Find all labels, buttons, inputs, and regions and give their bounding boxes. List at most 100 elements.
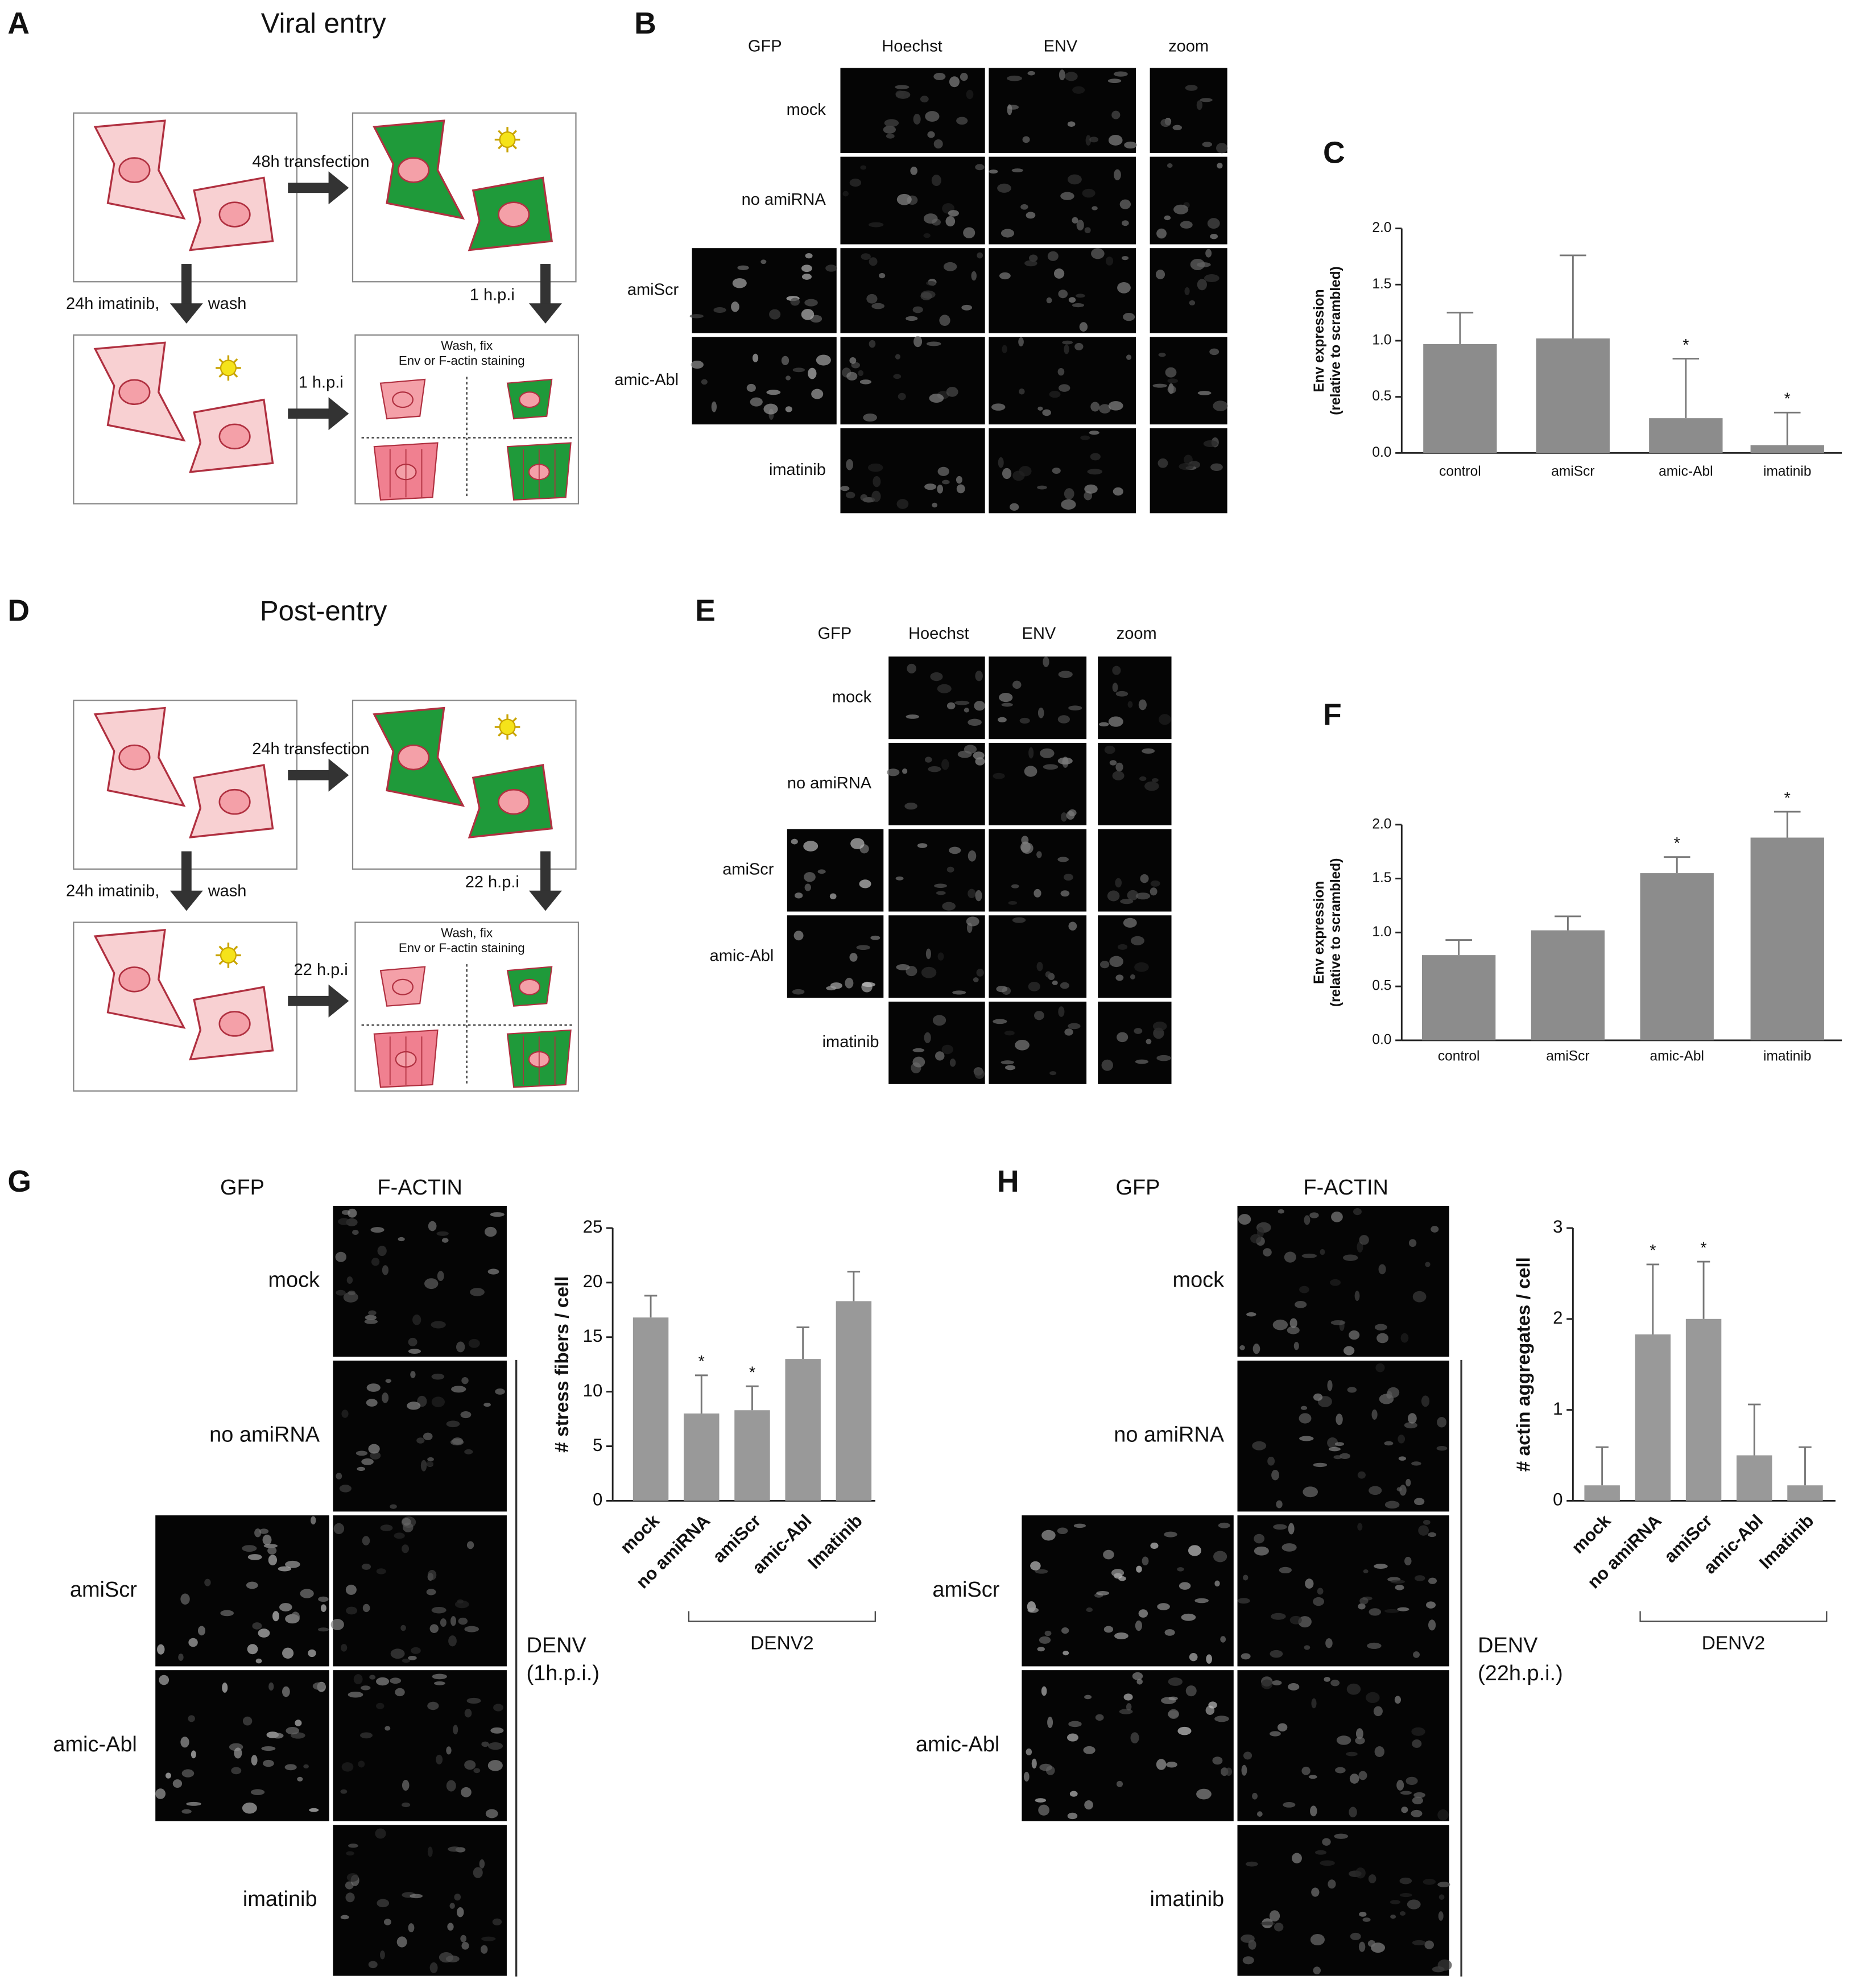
nucleus [397, 744, 430, 771]
micrograph-texture [1059, 69, 1065, 81]
nucleus [519, 978, 541, 995]
micrograph-texture [1398, 1435, 1405, 1444]
micrograph-texture [1058, 1006, 1065, 1017]
micrograph-texture [932, 1015, 946, 1026]
virus [220, 359, 237, 377]
micrograph-texture [1028, 981, 1040, 991]
micrograph-texture [1358, 1771, 1367, 1780]
micrograph-texture [1437, 1959, 1452, 1971]
micrograph-texture [449, 1903, 455, 1909]
micrograph-texture [871, 303, 885, 309]
micrograph-texture [769, 309, 781, 320]
micrograph-texture [1412, 1940, 1426, 1945]
micrograph-texture [930, 672, 943, 681]
micrograph-texture [975, 164, 985, 171]
micrograph-texture [963, 227, 975, 239]
micrograph-texture [871, 490, 881, 502]
micrograph-texture [1412, 1291, 1427, 1303]
label: amic-Abl [710, 947, 774, 965]
micrograph-texture [1200, 98, 1213, 102]
micrograph-texture [1116, 1780, 1123, 1787]
micrograph-texture [346, 1606, 358, 1615]
micrograph-texture [1423, 1519, 1431, 1525]
label: G [7, 1165, 31, 1198]
micrograph-texture [1085, 135, 1092, 146]
micrograph-texture [859, 879, 871, 888]
label: 22 h.p.i [465, 873, 519, 891]
micrograph-texture [261, 1746, 276, 1751]
error-bar [1799, 1446, 1812, 1486]
micrograph-texture [390, 1677, 402, 1684]
micrograph-texture [246, 1581, 258, 1589]
micrograph-texture [181, 1809, 192, 1814]
micrograph-texture [850, 838, 865, 849]
micrograph-texture [941, 1044, 953, 1055]
micrograph-texture [428, 1221, 437, 1231]
micrograph-texture [1122, 220, 1129, 226]
micrograph-texture [1061, 1627, 1069, 1634]
micrograph-texture [1274, 1923, 1284, 1932]
micrograph-texture [1245, 1861, 1258, 1867]
micrograph-texture [1142, 1556, 1149, 1566]
micrograph-texture [917, 843, 928, 848]
micrograph-texture [1117, 282, 1131, 294]
micrograph-texture [1067, 1812, 1078, 1820]
micrograph-texture [1124, 141, 1137, 149]
label: 0.0 [1372, 445, 1391, 460]
label: amic-Abl [916, 1733, 999, 1756]
micrograph-texture [360, 1732, 373, 1739]
micrograph-texture [1252, 1792, 1258, 1800]
bar [1685, 1319, 1722, 1501]
micrograph-texture [1339, 1453, 1350, 1459]
micrograph-texture [1111, 1569, 1125, 1577]
micrograph-texture [1374, 1324, 1387, 1331]
arrow [170, 303, 203, 324]
micrograph-texture [936, 891, 946, 895]
micrograph-texture [1204, 274, 1219, 282]
micrograph-texture [1238, 1214, 1251, 1225]
micrograph-texture [297, 1776, 303, 1782]
micrograph-texture [898, 392, 906, 400]
micrograph-texture [946, 866, 954, 873]
micrograph-texture [948, 210, 959, 217]
micrograph-texture [952, 990, 966, 995]
micrograph [1236, 1514, 1451, 1668]
micrograph-texture [1343, 1346, 1355, 1355]
micrograph-texture [361, 1563, 371, 1570]
micrograph-texture [1267, 1456, 1275, 1466]
micrograph-texture [1369, 1608, 1382, 1616]
micrograph-texture [1350, 1932, 1361, 1940]
label: amiScr [932, 1578, 999, 1602]
micrograph-texture [1160, 118, 1171, 127]
micrograph-texture [1068, 921, 1077, 931]
label: Hoechst [882, 37, 942, 55]
micrograph-texture [1052, 468, 1061, 474]
micrograph-texture [1115, 974, 1124, 981]
label: control [1439, 464, 1481, 479]
nucleus [118, 379, 151, 406]
micrograph-texture [964, 708, 969, 713]
micrograph-texture [1421, 1395, 1430, 1407]
micrograph-texture [335, 1251, 347, 1262]
arrow [328, 397, 349, 431]
micrograph-texture [487, 1742, 503, 1750]
micrograph-texture [883, 125, 896, 134]
micrograph-texture [1098, 722, 1109, 727]
error-bar [746, 1385, 759, 1411]
micrograph-texture [691, 361, 704, 369]
micrograph-texture [1357, 1241, 1363, 1253]
micrograph-texture [247, 1554, 262, 1560]
micrograph-texture [231, 1767, 242, 1775]
micrograph-texture [1156, 1759, 1167, 1770]
micrograph-texture [259, 1528, 269, 1534]
micrograph-texture [1038, 1804, 1050, 1816]
micrograph-texture [999, 272, 1011, 280]
micrograph-texture [1202, 142, 1213, 147]
micrograph-texture [1012, 917, 1026, 923]
micrograph-texture [309, 1808, 319, 1812]
micrograph-texture [1359, 1597, 1369, 1605]
micrograph-texture [1279, 1567, 1292, 1574]
micrograph-texture [1002, 345, 1007, 354]
micrograph-texture [732, 278, 747, 288]
label: zoom [1117, 625, 1157, 643]
